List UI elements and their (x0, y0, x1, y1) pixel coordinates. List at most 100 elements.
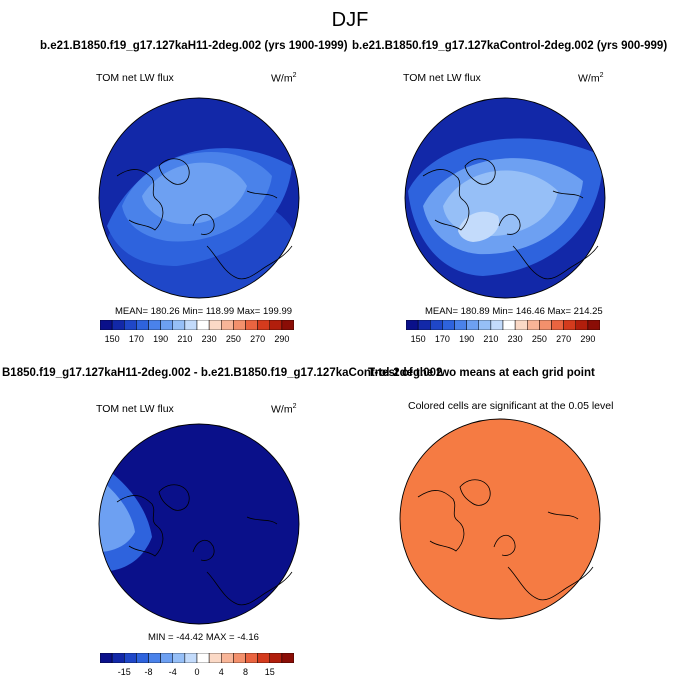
colorbar-1-tick-label: 210 (483, 334, 499, 344)
colorbar-2-box-2 (124, 653, 137, 663)
panel2-region-core (458, 211, 500, 242)
colorbar-0-box-14 (269, 320, 283, 330)
colorbar-2-box-8 (196, 653, 210, 663)
panel1-stats: MEAN= 180.26 Min= 118.99 Max= 199.99 (115, 306, 293, 317)
panel2-coastlines (422, 158, 599, 280)
colorbar-0-tick-label: 210 (177, 334, 193, 344)
panel2-units: W/m2 (578, 72, 604, 85)
colorbar-1-box-1 (417, 320, 431, 330)
panel1-colorbar (100, 320, 294, 330)
colorbar-0-tick-label: 190 (153, 334, 169, 344)
panel4-polar-map (399, 418, 601, 620)
colorbar-2-box-5 (160, 653, 173, 663)
colorbar-2-tick-label: 15 (264, 667, 275, 677)
colorbar-1-box-6 (478, 320, 492, 330)
colorbar-0-box-12 (245, 320, 258, 330)
colorbar-0-box-5 (160, 320, 173, 330)
colorbar-2-tick-label: -4 (168, 667, 177, 677)
panel3-units: W/m2 (271, 403, 297, 416)
colorbar-0-box-10 (221, 320, 234, 330)
panel4-significance-note: Colored cells are significant at the 0.0… (408, 400, 614, 412)
colorbar-1-box-0 (406, 320, 419, 330)
colorbar-2-box-15 (281, 653, 294, 663)
colorbar-1-box-7 (490, 320, 504, 330)
colorbar-0-box-15 (281, 320, 294, 330)
panel1-units: W/m2 (271, 72, 297, 85)
panel1-field-label: TOM net LW flux (96, 72, 174, 84)
colorbar-0-tick-label: 230 (201, 334, 217, 344)
panel3-region-outer (99, 424, 299, 624)
panel2-colorbar-labels: 150 170 190 210 230 250 270 290 (406, 334, 600, 346)
colorbar-1-box-4 (454, 320, 467, 330)
colorbar-0-box-2 (124, 320, 137, 330)
colorbar-2-box-4 (148, 653, 161, 663)
panel4-case-title: T-test of the two means at each grid poi… (368, 367, 595, 379)
colorbar-0-tick-label: 290 (274, 334, 290, 344)
panel2-field-label: TOM net LW flux (403, 72, 481, 84)
colorbar-0-box-11 (233, 320, 246, 330)
colorbar-0-box-6 (172, 320, 186, 330)
colorbar-2-box-9 (208, 653, 222, 663)
colorbar-1-box-3 (442, 320, 455, 330)
panel2-map-border (404, 97, 606, 299)
panel4-coastlines (417, 479, 594, 601)
panel2-case-title: b.e21.B1850.f19_g17.127kaControl-2deg.00… (352, 40, 668, 52)
colorbar-2-box-13 (257, 653, 270, 663)
colorbar-2-box-11 (233, 653, 246, 663)
panel4-map-border (399, 418, 601, 620)
panel3-colorbar (100, 653, 294, 663)
colorbar-0-box-13 (257, 320, 270, 330)
colorbar-1-box-2 (430, 320, 443, 330)
colorbar-2-tick-label: 8 (242, 667, 249, 677)
colorbar-1-box-15 (587, 320, 600, 330)
colorbar-2-box-14 (269, 653, 283, 663)
colorbar-1-box-11 (539, 320, 552, 330)
colorbar-2-tick-label: 4 (218, 667, 224, 677)
panel3-colorbar-labels: -15 -8 -4 0 4 8 15 (100, 667, 294, 679)
panel1-polar-map (98, 97, 300, 299)
page-title: DJF (331, 9, 369, 31)
colorbar-0-tick-label: 150 (104, 334, 120, 344)
panel3-case-title: B1850.f19_g17.127kaH11-2deg.002 - b.e21.… (2, 367, 443, 379)
colorbar-0-box-1 (111, 320, 125, 330)
colorbar-2-tick-label: -15 (117, 667, 131, 677)
panel3-polar-map (98, 423, 300, 625)
panel1-region-core (142, 162, 247, 225)
colorbar-2-box-0 (100, 653, 113, 663)
colorbar-1-tick-label: 190 (459, 334, 475, 344)
colorbar-1-box-5 (466, 320, 479, 330)
colorbar-1-box-9 (514, 320, 528, 330)
panel4-significance-fill (400, 419, 600, 619)
colorbar-2-tick-label: -8 (144, 667, 153, 677)
colorbar-2-tick-label: 0 (194, 667, 200, 677)
colorbar-2-box-10 (221, 653, 234, 663)
panel3-region-west-core (99, 477, 135, 552)
colorbar-1-box-10 (527, 320, 540, 330)
colorbar-0-box-0 (100, 320, 113, 330)
panel1-coastlines (116, 158, 293, 280)
colorbar-1-tick-label: 170 (434, 334, 450, 344)
colorbar-0-box-9 (208, 320, 222, 330)
colorbar-2-box-3 (136, 653, 149, 663)
colorbar-1-tick-label: 150 (410, 334, 426, 344)
panel3-field-label: TOM net LW flux (96, 403, 174, 415)
colorbar-0-tick-label: 170 (128, 334, 144, 344)
panel3-map-border (98, 423, 300, 625)
colorbar-1-tick-label: 270 (556, 334, 572, 344)
colorbar-2-box-7 (184, 653, 198, 663)
panel2-stats: MEAN= 180.89 Min= 146.46 Max= 214.25 (425, 306, 603, 317)
panel2-colorbar (406, 320, 600, 330)
colorbar-0-box-8 (196, 320, 210, 330)
colorbar-2-box-12 (245, 653, 258, 663)
colorbar-1-box-13 (563, 320, 576, 330)
panel1-colorbar-labels: 150 170 190 210 230 250 270 290 (100, 334, 294, 346)
colorbar-0-box-4 (148, 320, 161, 330)
colorbar-0-box-3 (136, 320, 149, 330)
colorbar-1-box-12 (551, 320, 564, 330)
colorbar-1-box-8 (502, 320, 516, 330)
colorbar-1-tick-label: 290 (580, 334, 596, 344)
colorbar-0-tick-label: 270 (250, 334, 266, 344)
panel2-polar-map (404, 97, 606, 299)
panel3-stats: MIN = -44.42 MAX = -4.16 (148, 632, 259, 643)
colorbar-1-tick-label: 230 (507, 334, 523, 344)
